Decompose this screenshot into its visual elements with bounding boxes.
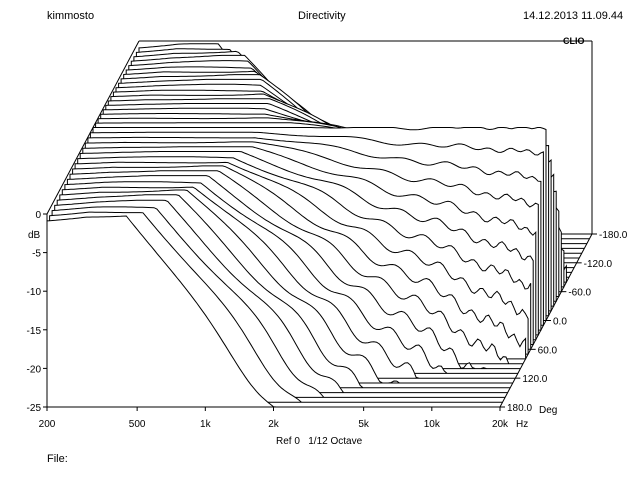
y-tick-label: -15	[27, 326, 42, 337]
z-tick-label: 180.0	[507, 403, 532, 414]
z-tick-label: -120.0	[584, 259, 613, 270]
reference-label: Ref 0 1/12 Octave	[276, 436, 363, 447]
z-tick-label: -180.0	[599, 230, 628, 241]
y-tick-label: -10	[27, 287, 42, 298]
x-tick-label: 500	[129, 419, 146, 430]
file-label: File:	[47, 453, 68, 465]
x-tick-label: 20k	[492, 419, 509, 430]
timestamp: 14.12.2013 11.09.44	[523, 10, 624, 22]
series-curves	[46, 43, 592, 408]
x-tick-label: 200	[39, 419, 56, 430]
z-axis-label: Deg	[539, 405, 557, 416]
series-curve	[46, 215, 500, 408]
z-tick-label: 60.0	[538, 345, 558, 356]
z-tick-label: -60.0	[568, 288, 591, 299]
z-tick-label: 0.0	[553, 317, 567, 328]
y-tick-label: -20	[27, 364, 42, 375]
x-tick-label: 10k	[424, 419, 441, 430]
y-tick-label: -5	[32, 249, 41, 260]
user-label: kimmosto	[47, 10, 95, 22]
y-tick-label: 0	[35, 210, 41, 221]
chart-axes: 0 -5 -10 -15 -20 -25 dB 200 500 1k 2k 5k 10k 20k Hz 180…	[27, 210, 628, 430]
y-tick-label: -25	[27, 403, 42, 414]
clio-brand-label: CLIO	[563, 36, 585, 46]
x-tick-label: 5k	[358, 419, 370, 430]
x-tick-label: 2k	[268, 419, 280, 430]
x-axis-label: Hz	[516, 419, 528, 430]
y-axis-label: dB	[28, 230, 41, 241]
x-tick-label: 1k	[200, 419, 212, 430]
chart-title: Directivity	[298, 10, 346, 22]
z-tick-label: 120.0	[522, 374, 547, 385]
